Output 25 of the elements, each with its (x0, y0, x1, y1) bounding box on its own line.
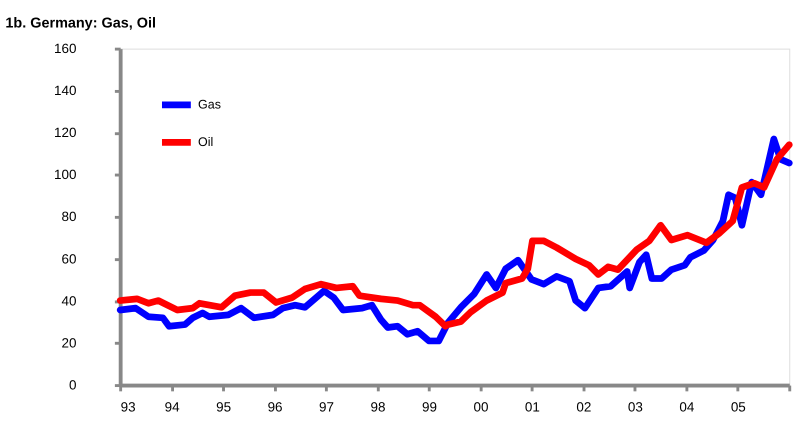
y-tick-label: 160 (54, 40, 76, 56)
y-tick-label: 80 (61, 209, 76, 224)
x-tick-label: 95 (216, 400, 232, 415)
x-tick-label: 97 (319, 400, 334, 415)
y-tick-label: 100 (54, 167, 76, 182)
y-tick-label: 40 (61, 293, 76, 308)
x-tick-label: 99 (422, 400, 437, 415)
y-tick-label: 140 (54, 83, 76, 98)
y-tick-label: 60 (61, 251, 76, 266)
y-tick-label: 20 (61, 335, 76, 350)
legend-label: Gas (198, 98, 221, 112)
x-tick-label: 00 (473, 400, 488, 415)
y-tick-label: 120 (54, 125, 76, 140)
legend-label: Oil (198, 135, 214, 150)
x-tick-label: 01 (524, 400, 540, 415)
x-tick-label: 05 (730, 400, 746, 415)
chart-title: 1b. Germany: Gas, Oil (5, 15, 156, 32)
x-tick-label: 93 (120, 400, 136, 415)
x-tick-label: 94 (164, 400, 180, 415)
y-tick-label: 0 (68, 377, 76, 392)
x-tick-label: 98 (370, 400, 386, 415)
x-tick-label: 03 (628, 400, 643, 415)
x-tick-label: 02 (576, 400, 592, 415)
x-tick-label: 04 (679, 400, 695, 415)
x-tick-label: 96 (268, 400, 283, 415)
